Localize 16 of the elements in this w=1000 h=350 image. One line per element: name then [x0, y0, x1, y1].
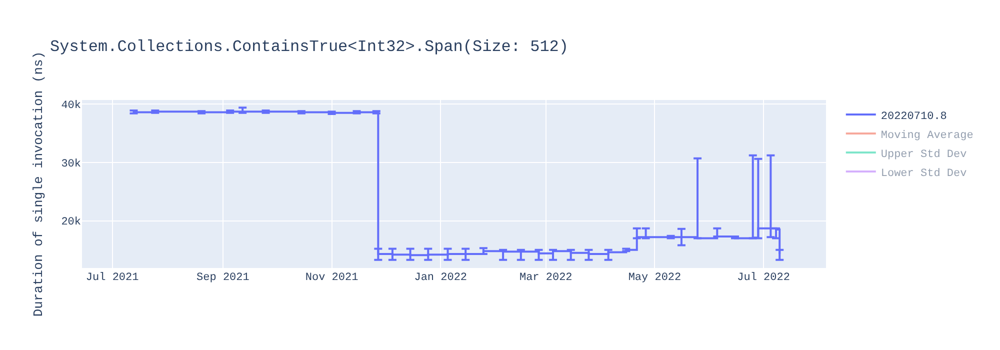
legend-label: Lower Std Dev — [880, 168, 968, 180]
x-tick-label: Jan 2022 — [414, 272, 468, 284]
x-tick-label: Sep 2021 — [196, 272, 250, 284]
chart-title: System.Collections.ContainsTrue<Int32>.Span(Size: 512) — [50, 38, 568, 56]
y-tick-label: 20k — [61, 216, 82, 229]
legend-label: Upper Std Dev — [880, 148, 968, 161]
x-tick-label: Mar 2022 — [519, 272, 572, 284]
x-tick-label: Jul 2022 — [737, 272, 790, 284]
y-tick-label: 40k — [61, 100, 82, 112]
legend-label: Moving Average — [880, 130, 974, 142]
y-tick-label: 30k — [61, 158, 82, 170]
y-axis-title: Duration of single invocation (ns) — [31, 51, 46, 317]
legend-label: 20220710.8 — [880, 110, 947, 123]
x-tick-label: Nov 2021 — [305, 272, 359, 284]
x-tick-label: Jul 2021 — [86, 272, 140, 284]
x-tick-label: May 2022 — [628, 272, 682, 284]
